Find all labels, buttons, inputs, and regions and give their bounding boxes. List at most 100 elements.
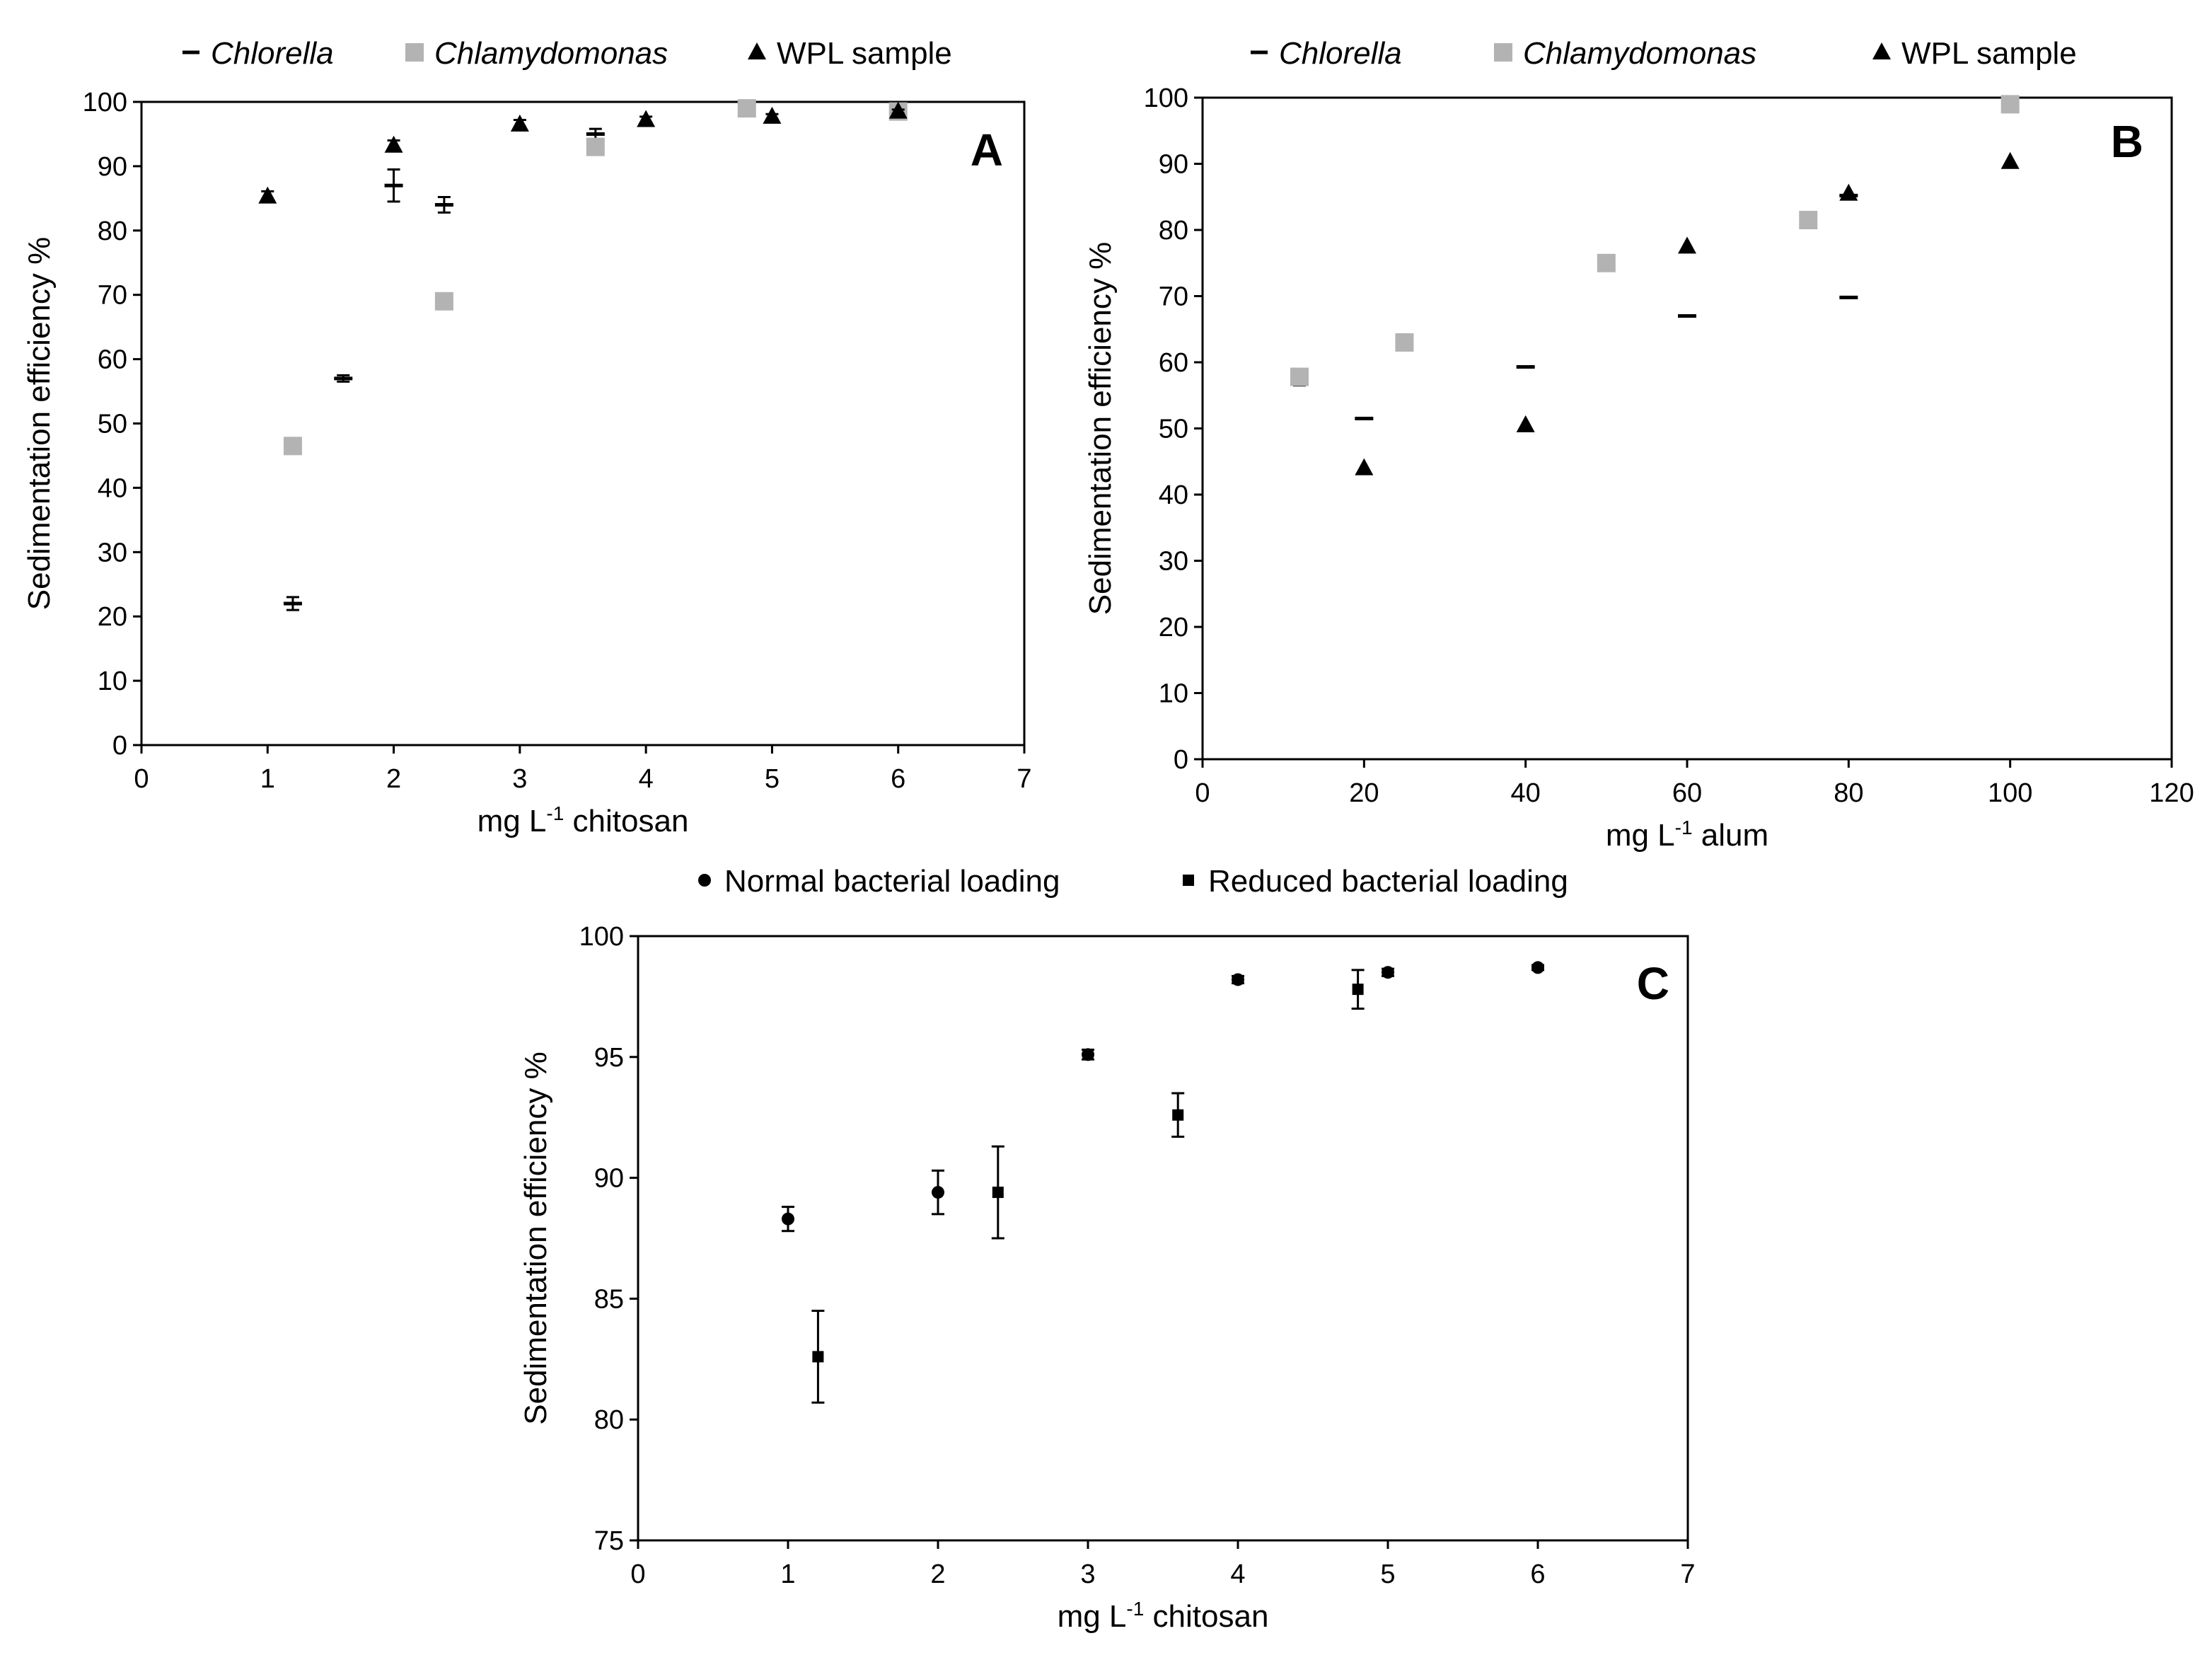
x-tick-label: 1 [260,764,275,794]
legend-marker [183,50,199,54]
x-tick-label: 0 [630,1559,645,1589]
panel-b-chart: 0 10 20 30 40 50 60 70 80 90 100 0 20 40 60 80 100 120 mg … [1083,36,2194,853]
legend-label: Chlamydomonas [434,36,668,71]
data-point [1082,1048,1094,1061]
y-tick-label: 80 [98,217,127,246]
x-axis-title: mg L-1 alum [1606,817,1768,853]
x-axis-title: mg L-1 chitosan [1058,1598,1269,1634]
y-tick-label: 60 [1159,348,1188,378]
y-tick-label: 100 [83,88,127,117]
y-tick-label: 70 [1159,282,1188,312]
y-tick-label: 75 [594,1526,624,1556]
x-tick-label: 120 [2149,778,2194,808]
y-tick-label: 50 [98,410,127,439]
x-tick-label: 7 [1680,1559,1695,1589]
legend-label: WPL sample [1901,36,2077,71]
y-tick-label: 100 [1144,83,1188,113]
x-tick-label: 40 [1511,778,1541,808]
y-axis-title: Sedimentation efficiency % [519,1051,553,1424]
legend-marker [1251,50,1268,54]
x-tick-label: 4 [639,764,654,794]
data-point [1597,253,1616,272]
legend-label: Chlorella [211,36,334,71]
legend-marker [405,43,424,62]
x-tick-label: 2 [386,764,401,794]
y-tick-label: 80 [1159,216,1188,246]
data-point [434,202,453,207]
x-tick-label: 3 [1080,1559,1095,1589]
panel-label: B [2111,116,2143,167]
x-tick-label: 4 [1230,1559,1245,1589]
data-point [1839,183,1858,201]
y-tick-label: 40 [98,473,127,503]
y-tick-label: 10 [98,667,127,696]
x-tick-label: 2 [930,1559,945,1589]
data-point [1172,1109,1184,1121]
legend-label: Chlamydomonas [1523,36,1756,71]
y-tick-label: 20 [1159,613,1188,642]
y-tick-label: 0 [112,731,127,761]
y-tick-label: 10 [1159,679,1188,709]
data-point [258,186,277,204]
panel-a-chart: 0 10 20 30 40 50 60 70 80 90 100 0 1 2 3 4 5 6 7 mg L-1 chi… [22,36,1032,838]
legend-label: Normal bacterial loading [724,864,1060,899]
y-tick-label: 90 [98,152,127,182]
panel-c-chart: 75 80 85 90 95 100 0 1 2 3 4 5 6 7 mg L-1 chitosan Sedi… [519,864,1696,1634]
legend-marker [1183,875,1194,886]
y-tick-label: 40 [1159,480,1188,510]
panel-label: A [971,125,1003,175]
data-point [763,106,782,124]
y-tick-label: 80 [594,1405,624,1435]
legend-marker [698,874,711,887]
y-axis-title: Sedimentation efficiency % [1083,242,1118,615]
x-tick-label: 6 [891,764,905,794]
data-point [1799,210,1818,229]
x-tick-label: 5 [1380,1559,1395,1589]
data-point [737,99,756,118]
y-tick-label: 85 [594,1284,624,1314]
data-point [637,110,656,127]
data-point [1531,961,1544,974]
data-point [1352,984,1364,996]
data-point [1355,458,1374,475]
x-tick-label: 7 [1017,764,1031,794]
x-tick-label: 60 [1672,778,1702,808]
data-point [1678,314,1696,318]
data-point [283,601,302,606]
data-point [434,292,453,311]
y-tick-label: 50 [1159,415,1188,444]
y-axis-title: Sedimentation efficiency % [22,237,57,610]
y-tick-label: 20 [98,602,127,632]
data-point [1839,295,1858,299]
y-tick-label: 100 [579,922,624,952]
data-point [1290,367,1309,386]
data-point [384,183,403,188]
legend-marker [1494,43,1512,62]
data-point [334,376,353,381]
data-point [1382,966,1394,979]
data-point [888,101,908,119]
data-point [932,1186,944,1199]
y-tick-label: 0 [1174,745,1188,775]
x-axis-title: mg L-1 chitosan [477,802,689,838]
data-point [1678,236,1696,254]
data-point [1516,365,1535,369]
x-tick-label: 1 [780,1559,795,1589]
y-tick-label: 70 [98,281,127,311]
x-tick-label: 0 [134,764,149,794]
data-point [283,437,302,456]
x-tick-label: 0 [1195,778,1210,808]
data-point [510,114,529,132]
y-tick-label: 30 [98,538,127,567]
data-point [586,132,605,136]
legend-marker [1872,42,1891,59]
y-tick-label: 95 [594,1043,624,1073]
x-tick-label: 6 [1530,1559,1545,1589]
panel-label: C [1637,958,1669,1009]
y-tick-label: 90 [594,1164,624,1194]
x-tick-label: 100 [1988,778,2032,808]
y-tick-label: 90 [1159,150,1188,180]
y-tick-label: 30 [1159,547,1188,577]
data-point [586,137,605,156]
